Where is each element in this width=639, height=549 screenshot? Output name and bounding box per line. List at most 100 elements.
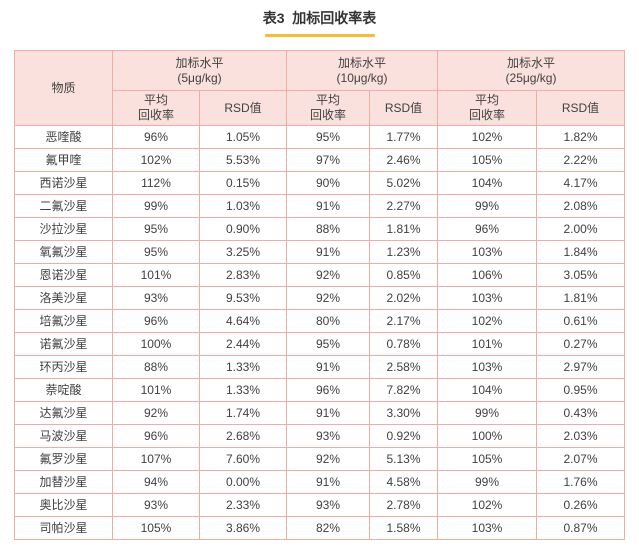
value-cell: 2.83% [198,263,288,287]
value-cell: 1.77% [369,125,438,149]
value-cell: 99% [111,194,200,218]
substance-cell: 氟罗沙星 [13,447,113,471]
value-cell: 0.43% [536,401,625,425]
value-cell: 4.58% [369,470,438,494]
value-cell: 91% [286,240,370,264]
value-cell: 101% [111,263,200,287]
sub-header-rsd-25: RSD值 [536,90,625,126]
substance-cell: 司帕沙星 [13,516,113,540]
table-row: 沙拉沙星 95% 0.90% 88% 1.81% 96% 2.00% [13,217,625,241]
value-cell: 96% [286,378,370,402]
substance-cell: 马波沙星 [13,424,113,448]
value-cell: 93% [286,493,370,517]
substance-cell: 萘啶酸 [13,378,113,402]
value-cell: 2.00% [536,217,625,241]
value-cell: 104% [437,378,537,402]
value-cell: 95% [286,332,370,356]
value-cell: 112% [111,171,200,195]
col-header-substance: 物质 [13,50,113,126]
value-cell: 88% [111,355,200,379]
value-cell: 3.30% [369,401,438,425]
table-row: 马波沙星 96% 2.68% 93% 0.92% 100% 2.03% [13,424,625,448]
value-cell: 1.81% [536,286,625,310]
value-cell: 5.53% [198,148,288,172]
value-cell: 0.85% [369,263,438,287]
value-cell: 1.58% [369,516,438,540]
title-block: 表3 加标回收率表 [0,0,639,37]
value-cell: 91% [286,470,370,494]
value-cell: 100% [437,424,537,448]
substance-cell: 西诺沙星 [13,171,113,195]
value-cell: 82% [286,516,370,540]
value-cell: 2.33% [198,493,288,517]
value-cell: 3.86% [198,516,288,540]
value-cell: 80% [286,309,370,333]
value-cell: 1.33% [198,378,288,402]
substance-cell: 加替沙星 [13,470,113,494]
value-cell: 99% [437,401,537,425]
group-header-25ugkg: 加标水平 (25μg/kg) [437,50,625,91]
substance-cell: 洛美沙星 [13,286,113,310]
value-cell: 2.78% [369,493,438,517]
value-cell: 9.53% [198,286,288,310]
value-cell: 1.05% [198,125,288,149]
value-cell: 91% [286,194,370,218]
value-cell: 2.27% [369,194,438,218]
value-cell: 2.03% [536,424,625,448]
sub-header-rsd-5: RSD值 [198,90,288,126]
value-cell: 1.84% [536,240,625,264]
value-cell: 0.26% [536,493,625,517]
sub-header-recovery-5: 平均 回收率 [111,90,200,126]
value-cell: 0.87% [536,516,625,540]
value-cell: 3.05% [536,263,625,287]
value-cell: 2.17% [369,309,438,333]
table-header: 物质 加标水平 (5μg/kg) 加标水平 (10μg/kg) 加标水平 (25… [13,50,625,126]
value-cell: 103% [437,240,537,264]
value-cell: 93% [111,286,200,310]
value-cell: 102% [437,309,537,333]
value-cell: 5.02% [369,171,438,195]
group-header-5ugkg: 加标水平 (5μg/kg) [111,50,288,91]
value-cell: 104% [437,171,537,195]
value-cell: 90% [286,171,370,195]
value-cell: 92% [111,401,200,425]
value-cell: 91% [286,355,370,379]
substance-cell: 氧氟沙星 [13,240,113,264]
value-cell: 1.74% [198,401,288,425]
table-row: 奥比沙星 93% 2.33% 93% 2.78% 102% 0.26% [13,493,625,517]
value-cell: 102% [437,125,537,149]
value-cell: 5.13% [369,447,438,471]
value-cell: 88% [286,217,370,241]
value-cell: 1.82% [536,125,625,149]
value-cell: 2.07% [536,447,625,471]
value-cell: 1.23% [369,240,438,264]
value-cell: 99% [437,470,537,494]
value-cell: 2.58% [369,355,438,379]
value-cell: 1.03% [198,194,288,218]
value-cell: 94% [111,470,200,494]
substance-cell: 恶喹酸 [13,125,113,149]
value-cell: 0.61% [536,309,625,333]
sub-header-recovery-10: 平均 回收率 [286,90,370,126]
value-cell: 101% [111,378,200,402]
value-cell: 0.15% [198,171,288,195]
value-cell: 107% [111,447,200,471]
value-cell: 103% [437,516,537,540]
table-row: 加替沙星 94% 0.00% 91% 4.58% 99% 1.76% [13,470,625,494]
value-cell: 2.97% [536,355,625,379]
value-cell: 93% [286,424,370,448]
sub-header-rsd-10: RSD值 [369,90,438,126]
table-row: 西诺沙星 112% 0.15% 90% 5.02% 104% 4.17% [13,171,625,195]
table-row: 恩诺沙星 101% 2.83% 92% 0.85% 106% 3.05% [13,263,625,287]
value-cell: 2.46% [369,148,438,172]
sub-header-recovery-25: 平均 回收率 [437,90,537,126]
value-cell: 1.33% [198,355,288,379]
group-header-10ugkg: 加标水平 (10μg/kg) [286,50,438,91]
table-row: 氟甲喹 102% 5.53% 97% 2.46% 105% 2.22% [13,148,625,172]
value-cell: 95% [111,240,200,264]
substance-cell: 二氟沙星 [13,194,113,218]
value-cell: 7.60% [198,447,288,471]
value-cell: 0.00% [198,470,288,494]
table-row: 培氟沙星 96% 4.64% 80% 2.17% 102% 0.61% [13,309,625,333]
table-row: 氧氟沙星 95% 3.25% 91% 1.23% 103% 1.84% [13,240,625,264]
